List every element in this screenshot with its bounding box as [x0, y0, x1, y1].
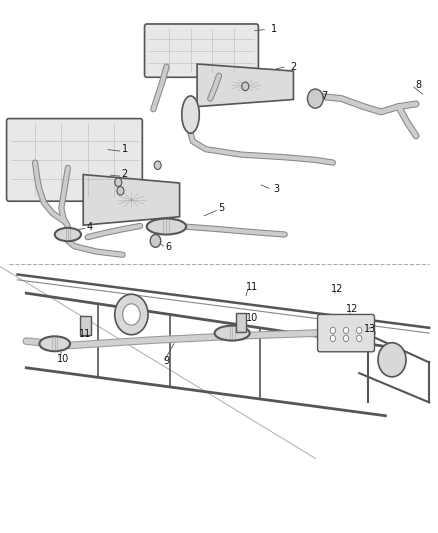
Ellipse shape: [39, 336, 70, 351]
Circle shape: [242, 82, 249, 91]
Polygon shape: [197, 64, 293, 107]
Text: 11: 11: [79, 329, 92, 339]
Text: 1: 1: [122, 144, 128, 154]
Text: 1: 1: [271, 25, 277, 34]
Text: 13: 13: [364, 324, 376, 334]
Text: 12: 12: [346, 304, 359, 314]
Ellipse shape: [215, 326, 250, 341]
FancyBboxPatch shape: [7, 119, 142, 201]
Bar: [80, 316, 91, 335]
Circle shape: [307, 89, 323, 108]
Circle shape: [150, 235, 161, 247]
Circle shape: [330, 335, 336, 342]
FancyBboxPatch shape: [145, 24, 258, 77]
Ellipse shape: [182, 96, 199, 133]
Circle shape: [117, 187, 124, 195]
Bar: [236, 313, 246, 332]
Text: 10: 10: [57, 354, 70, 364]
Polygon shape: [83, 175, 180, 225]
Ellipse shape: [55, 228, 81, 241]
Text: 2: 2: [122, 169, 128, 179]
Text: 8: 8: [415, 80, 421, 90]
Text: 4: 4: [87, 222, 93, 231]
Circle shape: [123, 304, 140, 325]
Text: 6: 6: [166, 242, 172, 252]
Ellipse shape: [147, 219, 186, 235]
Text: 2: 2: [290, 62, 297, 71]
Text: 12: 12: [331, 284, 343, 294]
Text: 5: 5: [218, 203, 224, 213]
Circle shape: [343, 327, 349, 334]
Circle shape: [330, 327, 336, 334]
Circle shape: [343, 335, 349, 342]
Text: 11: 11: [246, 282, 258, 292]
Circle shape: [357, 335, 362, 342]
Text: 10: 10: [246, 313, 258, 323]
Text: 9: 9: [163, 357, 170, 366]
Text: 3: 3: [273, 184, 279, 194]
Circle shape: [115, 294, 148, 335]
Circle shape: [378, 343, 406, 377]
Circle shape: [115, 178, 122, 187]
FancyBboxPatch shape: [318, 314, 374, 352]
Text: 7: 7: [321, 91, 327, 101]
Circle shape: [154, 161, 161, 169]
Circle shape: [357, 327, 362, 334]
